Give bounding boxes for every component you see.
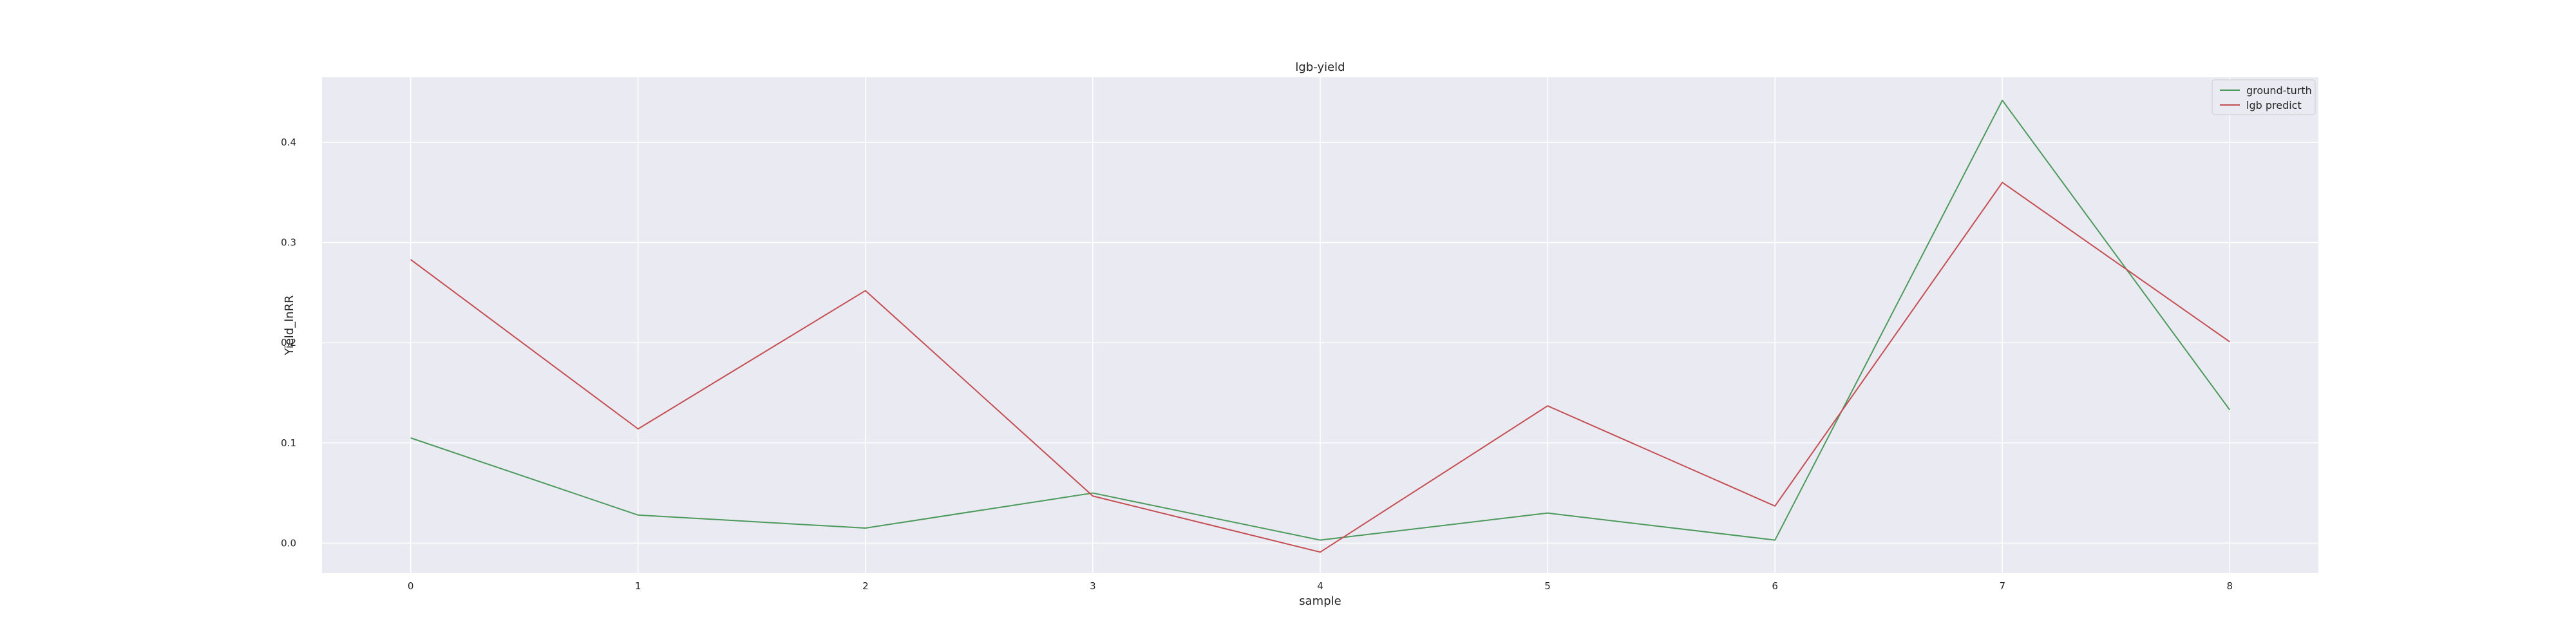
y-tick-label: 0.4 — [281, 137, 296, 148]
x-tick-label: 8 — [2227, 580, 2233, 592]
chart-title: lgb-yield — [1295, 61, 1345, 74]
y-tick-label: 0.0 — [281, 537, 296, 549]
y-tick-label: 0.2 — [281, 337, 296, 348]
legend-label-ground-turth: ground-turth — [2246, 84, 2312, 97]
legend: ground-turth lgb predict — [2211, 79, 2316, 115]
x-axis-label: sample — [1299, 594, 1341, 608]
y-tick-label: 0.3 — [281, 237, 296, 249]
x-tick-label: 4 — [1317, 580, 1323, 592]
y-axis-label: Yield_lnRR — [283, 295, 296, 355]
x-tick-label: 6 — [1772, 580, 1778, 592]
x-tick-label: 5 — [1544, 580, 1551, 592]
series-line-lgb-predict — [410, 182, 2230, 553]
grid — [322, 77, 2318, 573]
y-tick-label: 0.1 — [281, 437, 296, 449]
x-tick-label: 3 — [1090, 580, 1096, 592]
x-tick-label: 1 — [635, 580, 641, 592]
series-lines — [410, 99, 2231, 553]
legend-box — [2211, 79, 2316, 115]
tick-labels: 0 1 2 3 4 5 6 7 8 0.0 0.1 0.2 0.3 0.4 — [281, 137, 2233, 592]
x-tick-label: 2 — [862, 580, 869, 592]
x-tick-label: 7 — [1999, 580, 2005, 592]
series-line-ground-turth — [410, 99, 2231, 541]
x-tick-label: 0 — [408, 580, 414, 592]
legend-label-lgb-predict: lgb predict — [2246, 99, 2302, 111]
